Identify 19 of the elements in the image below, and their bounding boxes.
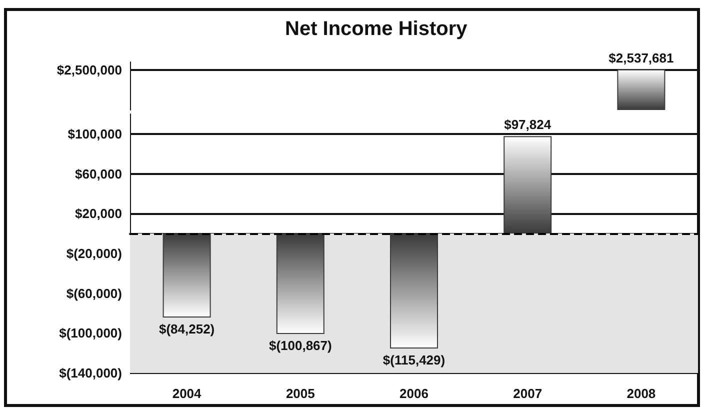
chart-title: Net Income History (285, 18, 468, 40)
x-tick-label: 2005 (286, 386, 315, 401)
y-tick-label: $(140,000) (59, 366, 122, 380)
x-tick-label: 2007 (513, 386, 542, 401)
x-tick-label: 2004 (172, 386, 202, 401)
y-tick-label: $100,000 (68, 126, 122, 142)
data-label: $2,537,681 (608, 50, 674, 66)
y-tick-label: $2,500,000 (56, 62, 122, 78)
data-label: $(100,867) (268, 338, 332, 354)
y-tick-label: $60,000 (75, 166, 122, 182)
y-tick-label: $20,000 (75, 206, 122, 222)
x-tick-label: 2006 (400, 386, 428, 401)
y-tick-label: $(100,000) (59, 326, 122, 341)
x-tick-label: 2008 (626, 386, 656, 401)
data-label: $(84,252) (158, 321, 215, 336)
data-label: $(115,429) (382, 352, 446, 368)
data-label: $97,824 (504, 117, 552, 132)
y-tick-label: $(20,000) (66, 246, 122, 261)
y-tick-label: $(60,000) (66, 286, 122, 301)
